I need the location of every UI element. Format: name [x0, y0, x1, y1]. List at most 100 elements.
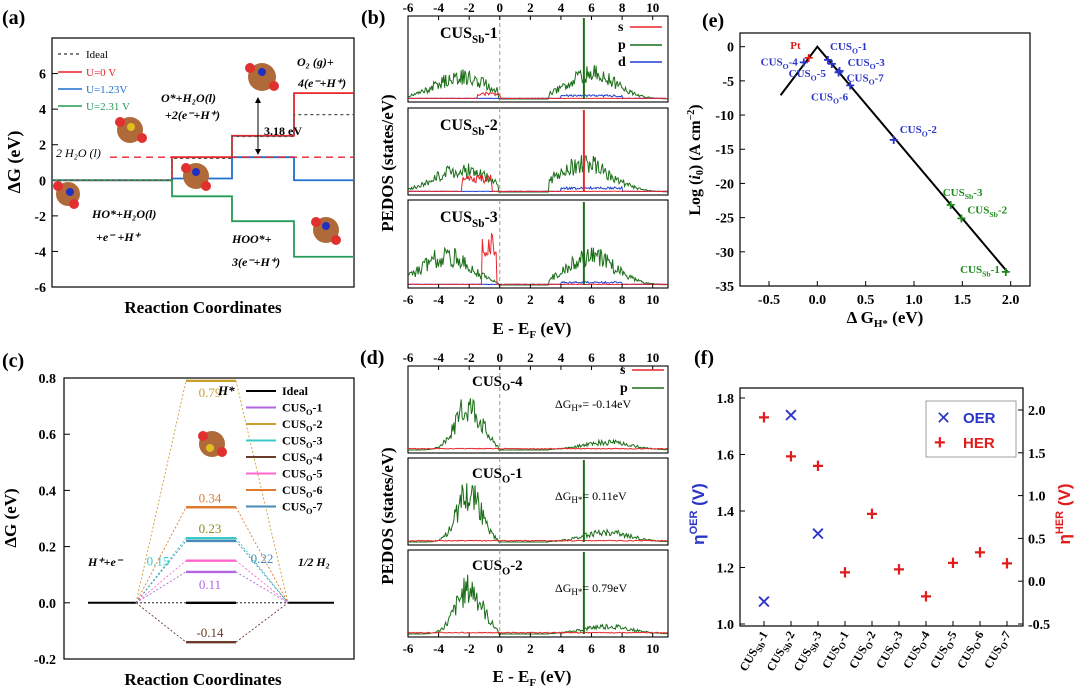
subplot-title: CUSSb-2	[440, 117, 498, 138]
panel-d: (d) PEDOS (states/eV) E - EF (eV) CUSO-4…	[360, 347, 669, 689]
label-sub: O	[783, 62, 789, 71]
point-label-CUS_O-5: CUSO-5	[789, 68, 827, 82]
label-sub: Sb	[472, 126, 484, 138]
ytick-label: -5	[722, 75, 734, 90]
point-marker-CUS_O-5: +	[827, 56, 836, 73]
xtick-label-top: 2	[527, 350, 534, 365]
molecule-icon-1	[53, 181, 80, 209]
panel-c-xlabel: Reaction Coordinates	[124, 670, 282, 689]
ytick-label: -2	[34, 210, 46, 225]
panel-a-yaxis: -6 -4 -2 0 2 4 6	[34, 68, 58, 296]
label-part: -1	[834, 629, 851, 645]
label-sub: Sb	[754, 640, 768, 654]
s-orbital-curve	[407, 91, 668, 100]
xtick-label-top: -4	[433, 0, 444, 15]
ytick-label: -4	[34, 245, 46, 260]
label-part: -7	[996, 629, 1013, 645]
ytick-label: 2	[39, 139, 46, 154]
legend-oer-label: OER	[963, 410, 996, 427]
p-orbital-curve	[407, 65, 668, 100]
annot-ostar: O*+H₂O(l)	[161, 91, 216, 105]
label-part: -1	[858, 41, 867, 53]
label-sub: Sb	[472, 218, 484, 230]
label-sub: O	[306, 491, 313, 500]
legend-u123-label: U=1.23V	[86, 84, 127, 96]
connector-right-CUS_O-2	[235, 380, 289, 603]
label-part: CUS	[472, 466, 502, 482]
legend-label-Ideal: Ideal	[282, 384, 309, 398]
connector-left-CUS_O-4	[135, 602, 187, 643]
xtick-label-top: 8	[619, 350, 626, 365]
label-part: -4	[510, 374, 523, 390]
pedos-subplot-CUS_Sb-1: CUSSb-1	[407, 15, 669, 103]
xtick-label-top: -6	[403, 350, 414, 365]
legend-label-CUS_O-4: CUSO-4	[282, 450, 323, 467]
panel-c: (c) -0.2 0.0 0.2 0.4 0.6 0.8 ΔG (eV) Reaction…	[1, 350, 355, 689]
label-sub: O	[306, 474, 313, 483]
xtick-label-top: 6	[588, 350, 595, 365]
panel-d-label: (d)	[360, 347, 384, 369]
her-point-CUS_Sb-2: +	[785, 446, 797, 468]
panel-c-ylabel: ΔG (eV)	[1, 488, 20, 547]
ytick-label-left: 1.4	[717, 505, 735, 520]
panel-f-ylabel-right: ηHER (V)	[1054, 483, 1074, 544]
label-part: -6	[313, 483, 323, 497]
panel-d-xlabel: E - EF (eV)	[493, 667, 572, 689]
panel-b-label: (b)	[361, 7, 385, 29]
label-part: -2	[484, 117, 497, 134]
label-sub: O	[502, 567, 510, 578]
ytick-label: 4	[39, 103, 46, 118]
panel-f-plot: ✕ ✕ ✕ + + + + + + + + + +	[756, 406, 1013, 613]
panel-a-ylabel: ΔG (eV)	[4, 131, 25, 194]
legend-label-CUS_O-2: CUSO-2	[282, 417, 323, 434]
xtick-label-bottom: -4	[433, 641, 444, 656]
xtick-label-CUS_O-7: CUSO-7	[981, 629, 1015, 673]
label-part: -3	[484, 209, 497, 226]
xtick-label-bottom: 8	[619, 292, 626, 307]
label-sub: O	[890, 640, 902, 651]
label-sub: O	[836, 640, 848, 651]
label-part: CUS	[811, 91, 833, 103]
xtick-label-bottom: 10	[646, 292, 659, 307]
panel-f-legend-box	[925, 400, 1017, 458]
label-part: CUS	[282, 450, 306, 464]
ytick-label-left: 1.0	[717, 618, 735, 633]
ytick-label: 6	[39, 68, 46, 83]
xtick-label-bottom: 6	[588, 641, 595, 656]
her-point-CUS_O-7: +	[1001, 553, 1013, 575]
legend-label-CUS_O-1: CUSO-1	[282, 401, 323, 418]
annot-o2: O₂ (g)+	[297, 55, 334, 69]
ytick-label: 0	[727, 41, 734, 56]
point-marker-CUS_O-6: +	[846, 77, 855, 94]
point-marker-CUS_Sb-2: +	[957, 211, 966, 228]
annot-hoostar2: 3(e⁻+H⁺)	[231, 255, 280, 269]
xtick-label-top: -2	[464, 350, 475, 365]
ytick-label: -35	[715, 280, 734, 295]
ytick-label: 0.2	[39, 541, 57, 556]
annot-gap: 3.18 eV	[264, 124, 302, 138]
dg-part: ΔG	[555, 489, 572, 503]
xtick-label-bottom: -6	[403, 641, 414, 656]
point-label-CUS_Sb-3: CUSSb-3	[943, 187, 983, 201]
xtick-label-top: 6	[588, 0, 595, 15]
label-part: CUS	[282, 401, 306, 415]
label-part: CUS	[830, 41, 852, 53]
pedos-frame	[407, 549, 669, 638]
panel-b-xlabel: E - EF (eV)	[493, 319, 572, 341]
connector-left-CUS_O-2	[135, 380, 187, 603]
molecule-icon-4	[245, 63, 279, 91]
xtick-label: 0.5	[857, 293, 875, 308]
label-part: CUS	[282, 467, 306, 481]
label-part: -4	[789, 57, 799, 69]
label-sub: O	[833, 97, 839, 106]
label-part: -4	[313, 450, 323, 464]
label-part: CUS	[440, 25, 472, 42]
panel-e-axes: -0.5 0.0 0.5 1.0 1.5 2.0 0 -5 -10 -15 -20 -25 -30 -35	[715, 41, 1019, 308]
label-sub: O	[971, 640, 983, 651]
p-orbital-curve	[407, 574, 668, 635]
point-label-CUS_O-4: CUSO-4	[761, 57, 799, 71]
dg-part: ΔG	[555, 397, 572, 411]
legend-label-CUS_O-6: CUSO-6	[282, 483, 323, 500]
ytick-label: 0.6	[39, 428, 57, 443]
legend-d-s-label: s	[620, 363, 626, 378]
